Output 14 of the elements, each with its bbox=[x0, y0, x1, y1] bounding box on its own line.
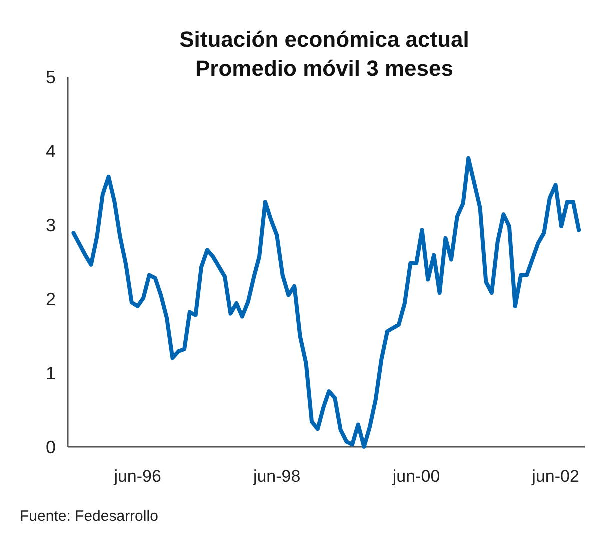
chart-title: Situación económica actual bbox=[180, 27, 470, 52]
y-tick-label: 0 bbox=[46, 437, 56, 458]
chart-subtitle: Promedio móvil 3 meses bbox=[196, 56, 454, 81]
x-tick-label: jun-00 bbox=[392, 467, 440, 486]
line-series bbox=[72, 156, 582, 449]
y-tick-label: 5 bbox=[46, 67, 56, 88]
x-tick-label: jun-98 bbox=[252, 467, 301, 486]
y-tick-label: 3 bbox=[46, 215, 56, 236]
x-tick-label: jun-02 bbox=[531, 467, 580, 486]
y-tick-label: 1 bbox=[46, 363, 56, 384]
y-tick-label: 2 bbox=[46, 289, 56, 310]
y-tick-label: 4 bbox=[46, 141, 56, 162]
x-tick-label: jun-96 bbox=[113, 467, 162, 486]
source-note: Fuente: Fedesarrollo bbox=[20, 508, 158, 525]
